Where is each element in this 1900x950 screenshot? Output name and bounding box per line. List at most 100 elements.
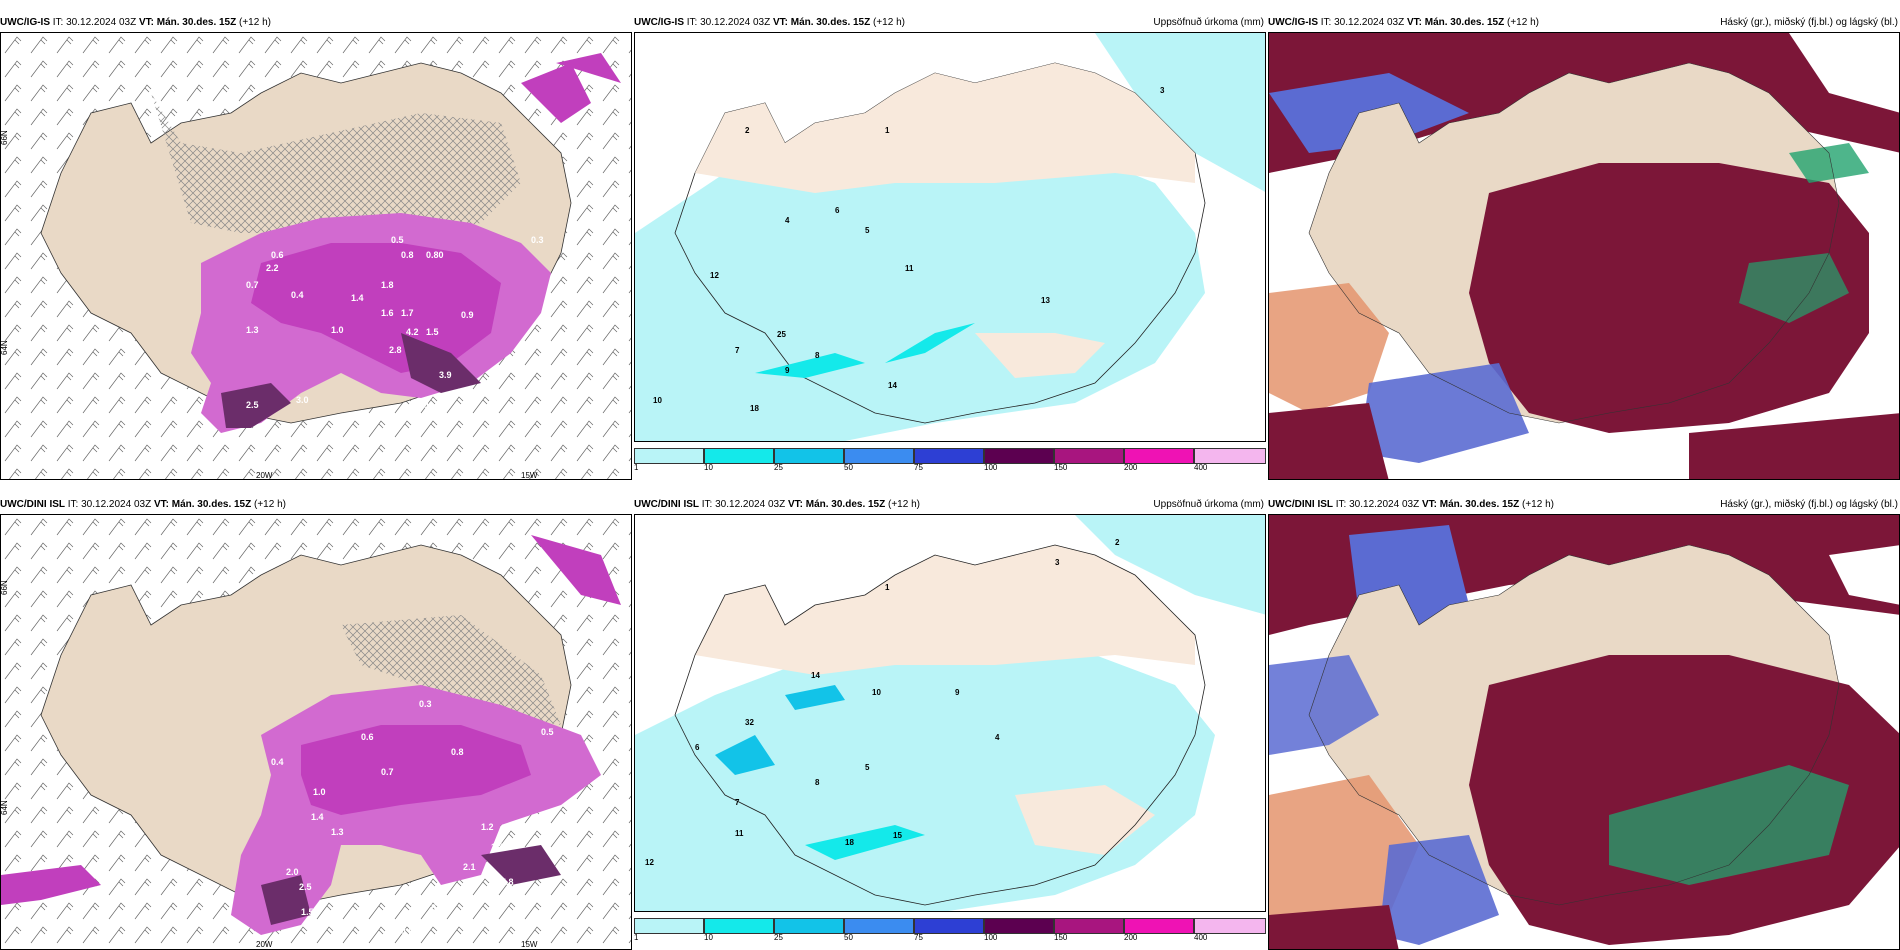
- legend-bin-7: [1054, 918, 1124, 934]
- precip-map-svg-1: 2 1 3 4 5 6 7 8 9 10 11 12 13 18 25 14: [635, 33, 1265, 441]
- row2-wind-panel: UWC/DINI ISL IT: 30.12.2024 03Z VT: Mán.…: [0, 498, 632, 950]
- svg-text:18: 18: [845, 838, 854, 847]
- legend-tick: 25: [774, 933, 783, 942]
- svg-text:4.2: 4.2: [406, 327, 419, 337]
- row1-wind-title: UWC/IG-IS IT: 30.12.2024 03Z VT: Mán. 30…: [0, 17, 271, 28]
- svg-text:1.8: 1.8: [381, 280, 394, 290]
- svg-text:7: 7: [735, 346, 740, 355]
- svg-text:5.8: 5.8: [501, 877, 514, 887]
- precip-values: 2 1 3 4 5 6 7 8 9 10 11 12 13 18 25 14: [653, 86, 1165, 413]
- svg-text:0.6: 0.6: [361, 732, 374, 742]
- svg-text:6: 6: [695, 743, 700, 752]
- precip-map-svg-2: 1 2 3 4 5 6 7 8 9 10 11 12 14 15 18 32: [635, 515, 1265, 911]
- row1-precip-map: 2 1 3 4 5 6 7 8 9 10 11 12 13 18 25 14: [634, 32, 1266, 442]
- svg-text:0.7: 0.7: [381, 767, 394, 777]
- svg-text:8: 8: [815, 778, 820, 787]
- svg-text:1.4: 1.4: [311, 812, 324, 822]
- svg-text:1.0: 1.0: [331, 325, 344, 335]
- svg-text:8: 8: [815, 351, 820, 360]
- svg-text:4.0: 4.0: [456, 387, 469, 397]
- row2-wind-title: UWC/DINI ISL IT: 30.12.2024 03Z VT: Mán.…: [0, 499, 286, 510]
- wind-precip-map-svg-2: 20W 15W 66N 64N 0.3 0.5 0.8 1.0 1.4 1.2 …: [1, 515, 631, 949]
- svg-text:1.6: 1.6: [381, 308, 394, 318]
- legend-bin-1: [634, 448, 704, 464]
- row1-precip-panel: UWC/IG-IS IT: 30.12.2024 03Z VT: Mán. 30…: [634, 16, 1266, 472]
- legend-tick: 400: [1194, 463, 1208, 472]
- row2-precip-title: UWC/DINI ISL IT: 30.12.2024 03Z VT: Mán.…: [634, 499, 920, 510]
- svg-text:0.6: 0.6: [271, 250, 284, 260]
- lon-label-15w: 15W: [521, 471, 538, 480]
- legend-tick: 150: [1054, 933, 1068, 942]
- svg-text:12: 12: [710, 271, 719, 280]
- svg-text:11: 11: [735, 829, 744, 838]
- legend-tick: 150: [1054, 463, 1068, 472]
- svg-text:32: 32: [745, 718, 754, 727]
- svg-text:1.8: 1.8: [491, 842, 504, 852]
- svg-text:10: 10: [872, 688, 881, 697]
- legend-tick: 50: [844, 463, 853, 472]
- legend-tick: 100: [984, 933, 998, 942]
- svg-text:3: 3: [1055, 558, 1060, 567]
- row1-precip-title: UWC/IG-IS IT: 30.12.2024 03Z VT: Mán. 30…: [634, 17, 905, 28]
- svg-text:0.8: 0.8: [401, 250, 414, 260]
- svg-text:3.9: 3.9: [439, 370, 452, 380]
- svg-text:7: 7: [735, 798, 740, 807]
- legend-tick: 10: [704, 463, 713, 472]
- svg-text:4: 4: [785, 216, 790, 225]
- svg-text:1.3: 1.3: [246, 325, 259, 335]
- cloud-map-svg-1: [1269, 33, 1899, 479]
- legend-bin-2: [704, 918, 774, 934]
- svg-text:25: 25: [777, 330, 786, 339]
- legend-tick: 10: [704, 933, 713, 942]
- svg-text:14: 14: [811, 671, 820, 680]
- legend-bin-8: [1124, 918, 1194, 934]
- legend-bin-6: [984, 448, 1054, 464]
- svg-text:2.1: 2.1: [463, 862, 476, 872]
- precip-values: 1 2 3 4 5 6 7 8 9 10 11 12 14 15 18 32: [645, 538, 1120, 867]
- legend-tick: 1: [634, 933, 639, 942]
- svg-text:0.3: 0.3: [419, 699, 432, 709]
- legend-bin-3: [774, 918, 844, 934]
- row2-precip-panel: UWC/DINI ISL IT: 30.12.2024 03Z VT: Mán.…: [634, 498, 1266, 946]
- row1-wind-map: 20W 15W 66N 64N 0.5 0.8 0.6 0.7 1.8 1.4 …: [0, 32, 632, 480]
- legend-bin-9: [1194, 918, 1266, 934]
- legend-tick: 25: [774, 463, 783, 472]
- legend-tick: 75: [914, 463, 923, 472]
- svg-text:6: 6: [835, 206, 840, 215]
- legend-bin-1: [634, 918, 704, 934]
- svg-text:5: 5: [865, 763, 870, 772]
- row2-cloud-subtitle: Háský (gr.), miðský (fj.bl.) og lágský (…: [1720, 499, 1898, 510]
- lat-label-64n: 64N: [1, 340, 9, 355]
- svg-text:1.0: 1.0: [313, 787, 326, 797]
- row1-cloud-subtitle: Háský (gr.), miðský (fj.bl.) og lágský (…: [1720, 17, 1898, 28]
- svg-text:9: 9: [955, 688, 960, 697]
- row2-precip-map: 1 2 3 4 5 6 7 8 9 10 11 12 14 15 18 32: [634, 514, 1266, 912]
- row2-cloud-title: UWC/DINI ISL IT: 30.12.2024 03Z VT: Mán.…: [1268, 499, 1554, 510]
- legend-bin-4: [844, 918, 914, 934]
- legend-bin-4: [844, 448, 914, 464]
- lat-label-66n: 66N: [1, 580, 9, 595]
- wind-precip-map-svg-1: 20W 15W 66N 64N 0.5 0.8 0.6 0.7 1.8 1.4 …: [1, 33, 631, 480]
- row2-precip-subtitle: Uppsöfnuð úrkoma (mm): [1153, 499, 1264, 510]
- legend-bin-5: [914, 448, 984, 464]
- svg-text:2.8: 2.8: [389, 345, 402, 355]
- svg-text:3.0: 3.0: [296, 395, 309, 405]
- precip-value-labels: 0.3 0.5 0.8 1.0 1.4 1.2 1.8 2.1 2.5 5.7 …: [271, 699, 554, 937]
- row2-wind-map: 20W 15W 66N 64N 0.3 0.5 0.8 1.0 1.4 1.2 …: [0, 514, 632, 950]
- svg-text:13: 13: [1041, 296, 1050, 305]
- svg-text:3: 3: [1160, 86, 1165, 95]
- legend-tick: 200: [1124, 463, 1138, 472]
- legend-bin-7: [1054, 448, 1124, 464]
- lat-label-64n: 64N: [1, 800, 9, 815]
- svg-text:0.3: 0.3: [531, 235, 544, 245]
- svg-text:1: 1: [885, 583, 890, 592]
- svg-text:5.7: 5.7: [431, 903, 444, 913]
- svg-text:10: 10: [653, 396, 662, 405]
- legend-tick: 1: [634, 463, 639, 472]
- legend-bin-2: [704, 448, 774, 464]
- svg-text:1.3: 1.3: [331, 827, 344, 837]
- legend-bin-5: [914, 918, 984, 934]
- row1-cloud-panel: UWC/IG-IS IT: 30.12.2024 03Z VT: Mán. 30…: [1268, 16, 1900, 480]
- legend-tick: 50: [844, 933, 853, 942]
- legend-bin-9: [1194, 448, 1266, 464]
